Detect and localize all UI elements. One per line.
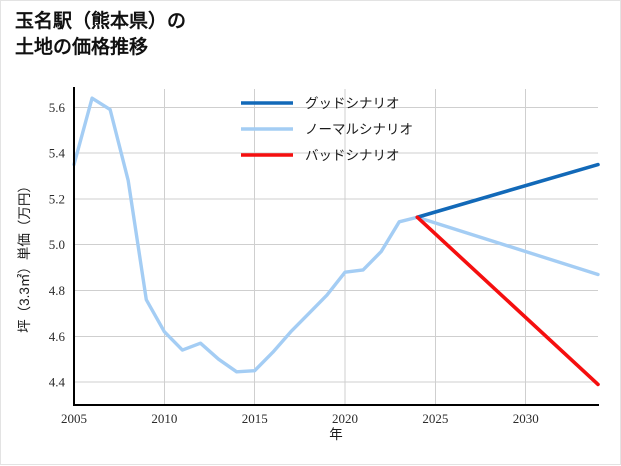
y-tick-labels: 4.4 4.6 4.8 5.0 5.2 5.4 5.6 <box>49 100 66 390</box>
series-line-normal <box>72 96 600 374</box>
y-gridlines <box>74 106 598 383</box>
axis-spines <box>72 87 599 407</box>
x-tick-label: 2015 <box>242 411 268 426</box>
y-tick-label: 4.6 <box>49 329 66 344</box>
series-line-bad <box>415 215 600 387</box>
x-tick-label: 2020 <box>332 411 358 426</box>
x-tick-label: 2005 <box>61 411 87 426</box>
series-lines <box>72 96 600 387</box>
y-tick-label: 5.0 <box>49 237 65 252</box>
legend-label-bad: バッドシナリオ <box>305 148 400 163</box>
x-tick-label: 2010 <box>151 411 177 426</box>
y-tick-label: 4.8 <box>49 283 65 298</box>
series-line-good <box>415 162 600 220</box>
page-title: 玉名駅（熊本県）の 土地の価格推移 <box>15 11 187 58</box>
y-tick-label: 5.6 <box>49 100 66 115</box>
x-axis-label: 年 <box>329 427 343 442</box>
x-tick-labels: 2005 2010 2015 2020 2025 2030 <box>61 411 539 426</box>
y-axis-label: 坪（3.3㎡）単価（万円） <box>17 179 32 333</box>
x-gridlines <box>73 89 527 405</box>
x-tick-label: 2025 <box>422 411 448 426</box>
axis-spine <box>72 87 599 407</box>
x-tick-label: 2030 <box>513 411 539 426</box>
y-tick-label: 5.2 <box>49 191 65 206</box>
y-tick-label: 5.4 <box>49 146 66 161</box>
y-tick-label: 4.4 <box>49 375 66 390</box>
legend-label-normal: ノーマルシナリオ <box>305 122 413 137</box>
legend-label-good: グッドシナリオ <box>305 96 400 111</box>
